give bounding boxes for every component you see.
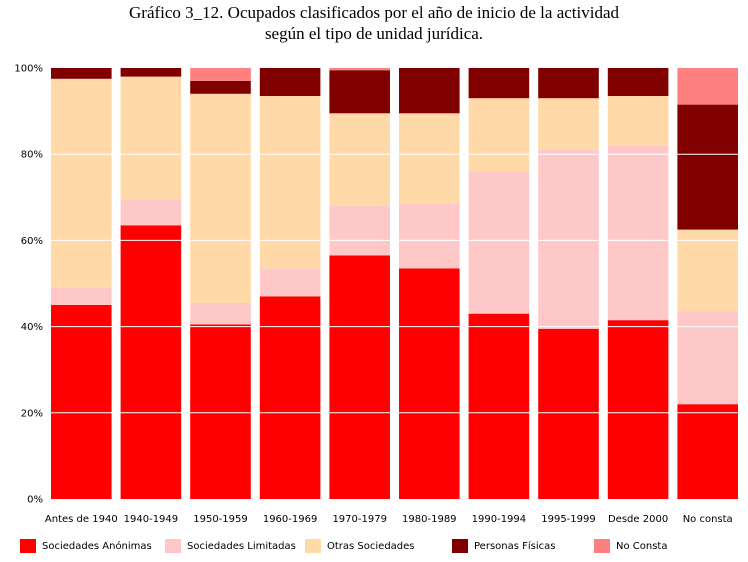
bar-segment <box>329 113 390 206</box>
bar-segment <box>120 76 182 200</box>
x-tick-label: 1980-1989 <box>402 514 457 525</box>
bar-segment <box>538 328 599 499</box>
bar-segment <box>329 68 390 71</box>
bar-segment <box>677 68 738 105</box>
y-tick-label: 0% <box>27 495 43 506</box>
bar-segment <box>190 302 251 325</box>
legend-item: No Consta <box>594 538 667 554</box>
bar-segment <box>468 313 530 499</box>
bar-segment <box>399 68 460 114</box>
bar-segment <box>538 68 599 99</box>
y-tick-label: 60% <box>21 236 43 247</box>
x-tick-label: 1940-1949 <box>124 514 179 525</box>
bar-segment <box>329 70 390 114</box>
x-tick-label: 1970-1979 <box>332 514 387 525</box>
x-tick-label: No consta <box>683 514 733 525</box>
bar-segment <box>329 255 390 499</box>
bar-segment <box>259 96 321 269</box>
bar-segment <box>468 68 530 99</box>
bar-segment <box>538 98 599 150</box>
bar-segment <box>399 268 460 499</box>
x-tick-label: Desde 2000 <box>608 514 668 525</box>
bar-segment <box>190 68 251 81</box>
y-tick-label: 20% <box>21 408 43 419</box>
bar-segment <box>120 68 182 77</box>
legend-item: Otras Sociedades <box>305 538 415 554</box>
bar-segment <box>538 149 599 329</box>
bar-segment <box>51 68 112 79</box>
bar-segment <box>399 203 460 269</box>
bar-segment <box>259 268 321 297</box>
legend-label: Otras Sociedades <box>327 540 415 552</box>
bar-segment <box>607 145 669 321</box>
x-tick-label: 1950-1959 <box>193 514 248 525</box>
bar-segment <box>468 98 530 172</box>
bar-segment <box>607 320 669 499</box>
chart-legend: Sociedades Anónimas Sociedades Limitadas O… <box>0 538 748 558</box>
legend-item: Sociedades Limitadas <box>165 538 296 554</box>
legend-label: Personas Físicas <box>474 540 556 552</box>
bar-segment <box>677 229 738 312</box>
bar-segment <box>51 287 112 305</box>
x-tick-label: 1990-1994 <box>472 514 527 525</box>
chart-title-line-1: Gráfico 3_12. Ocupados clasificados por … <box>129 3 619 22</box>
bar-segment <box>120 199 182 226</box>
y-tick-label: 80% <box>21 150 43 161</box>
bar-segment <box>259 68 321 96</box>
chart-title: Gráfico 3_12. Ocupados clasificados por … <box>0 2 748 44</box>
bar-segment <box>468 171 530 314</box>
bar-segment <box>51 305 112 499</box>
bar-segment <box>677 311 738 405</box>
legend-label: No Consta <box>616 540 668 552</box>
bar-segment <box>399 113 460 204</box>
legend-swatch <box>305 539 321 553</box>
bar-segment <box>51 78 112 288</box>
bar-segment <box>259 296 321 499</box>
bar-segment <box>190 324 251 499</box>
bar-segment <box>677 404 738 499</box>
legend-item: Personas Físicas <box>452 538 555 554</box>
x-tick-label: Antes de 1940 <box>45 514 118 525</box>
legend-swatch <box>452 539 468 553</box>
bar-segment <box>190 93 251 303</box>
legend-label: Sociedades Anónimas <box>42 540 152 552</box>
bar-segment <box>607 68 669 96</box>
x-tick-label: 1995-1999 <box>541 514 596 525</box>
bar-segment <box>607 96 669 146</box>
y-tick-label: 100% <box>14 64 43 75</box>
bar-segment <box>677 104 738 230</box>
x-tick-label: 1960-1969 <box>263 514 318 525</box>
legend-swatch <box>20 539 36 553</box>
y-tick-label: 40% <box>21 322 43 333</box>
bar-segment <box>190 80 251 94</box>
chart-title-line-2: según el tipo de unidad jurídica. <box>264 24 484 43</box>
legend-swatch <box>165 539 181 553</box>
legend-label: Sociedades Limitadas <box>187 540 296 552</box>
stacked-bar-chart: Antes de 1940 1940-1949 1950-1959 1960-1969… <box>14 63 738 525</box>
legend-swatch <box>594 539 610 553</box>
bar-segment <box>329 205 390 256</box>
bar-segment <box>120 225 182 500</box>
legend-item: Sociedades Anónimas <box>20 538 152 554</box>
